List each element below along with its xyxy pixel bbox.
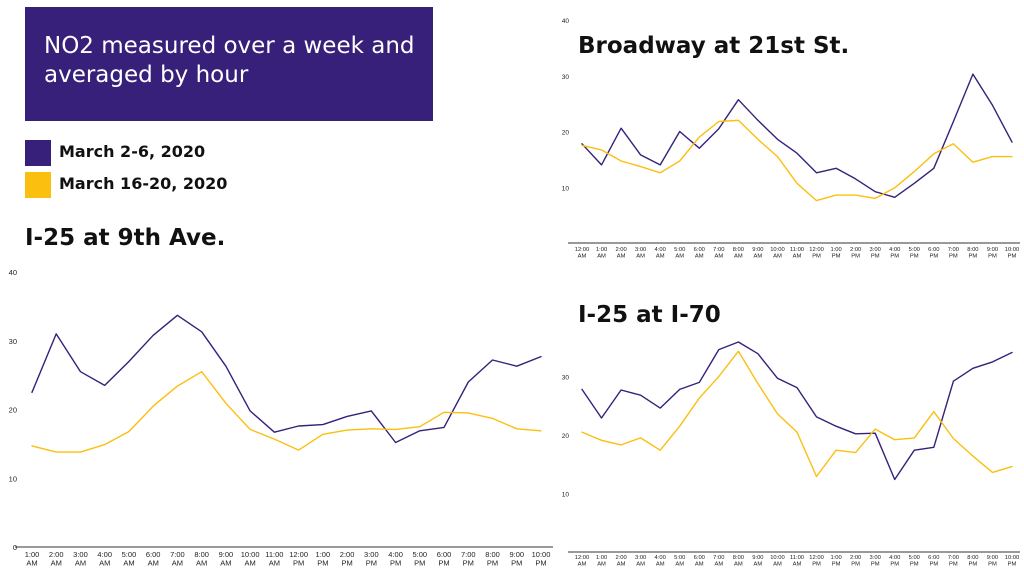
x-tick-label: 8:00 PM [967,555,978,568]
y-tick-label: 20 [562,130,570,137]
x-tick-label: 10:00 PM [1005,555,1020,568]
x-tick-label: 7:00 PM [948,247,959,260]
x-tick-label: 7:00 AM [170,550,185,568]
y-tick-label: 20 [9,406,17,415]
x-tick-label: 12:00 PM [809,555,824,568]
x-tick-label: 10:00 AM [241,550,260,568]
x-tick-label: 6:00 PM [437,550,452,568]
x-tick-label: 6:00 AM [694,247,705,260]
x-tick-label: 9:00 AM [752,555,763,568]
x-tick-label: 1:00 AM [596,247,607,260]
chart-title-broadway: Broadway at 21st St. [578,33,850,59]
x-tick-label: 7:00 AM [713,247,724,260]
y-tick-label: 40 [9,268,17,277]
x-tick-label: 1:00 AM [596,555,607,568]
series-line-march-16-20 [31,371,542,453]
y-tick-label: 10 [562,185,570,192]
x-tick-label: 10:00 AM [770,555,785,568]
x-tick-label: 9:00 AM [752,247,763,260]
x-tick-label: 8:00 AM [733,247,744,260]
series-line-march-2-6 [31,314,542,444]
x-tick-label: 3:00 AM [635,247,646,260]
x-tick-label: 1:00 PM [830,247,841,260]
y-tick-label: 30 [562,74,570,81]
x-tick-label: 1:00 PM [316,550,331,568]
y-tick-label: 20 [562,433,570,440]
x-tick-label: 4:00 AM [97,550,112,568]
x-tick-label: 9:00 AM [219,550,234,568]
x-tick-label: 6:00 PM [928,555,939,568]
page-title: NO2 measured over a week and averaged by… [44,33,415,88]
x-tick-label: 10:00 PM [532,550,551,568]
title-box [25,7,433,121]
x-tick-label: 1:00 PM [830,555,841,568]
x-tick-label: 10:00 AM [770,247,785,260]
chart-title-i25-i70: I-25 at I-70 [578,302,721,328]
series-line-march-2-6 [581,341,1013,481]
x-tick-label: 6:00 AM [146,550,161,568]
x-tick-label: 9:00 PM [987,555,998,568]
x-tick-label: 3:00 PM [870,247,881,260]
x-tick-label: 5:00 AM [674,247,685,260]
x-tick-label: 3:00 AM [635,555,646,568]
x-tick-label: 4:00 PM [889,555,900,568]
x-tick-label: 7:00 PM [948,555,959,568]
x-tick-label: 2:00 PM [850,555,861,568]
y-tick-label: 40 [562,18,570,25]
x-tick-label: 8:00 AM [194,550,209,568]
x-tick-label: 9:00 PM [509,550,524,568]
x-tick-label: 3:00 AM [73,550,88,568]
x-tick-label: 8:00 PM [967,247,978,260]
x-tick-label: 5:00 AM [122,550,137,568]
x-tick-label: 4:00 AM [655,555,666,568]
x-tick-label: 12:00 PM [289,550,308,568]
x-tick-label: 7:00 AM [713,555,724,568]
legend-label: March 16-20, 2020 [59,174,228,193]
x-tick-label: 9:00 PM [987,247,998,260]
x-tick-label: 8:00 AM [733,555,744,568]
x-tick-label: 12:00 PM [809,247,824,260]
x-tick-label: 10:00 PM [1005,247,1020,260]
legend-label: March 2-6, 2020 [59,142,206,161]
x-tick-label: 3:00 PM [364,550,379,568]
x-tick-label: 1:00 AM [25,550,40,568]
x-tick-label: 8:00 PM [485,550,500,568]
x-tick-label: 12:00 AM [575,247,590,260]
x-tick-label: 2:00 PM [340,550,355,568]
x-tick-label: 12:00 AM [575,555,590,568]
x-tick-label: 4:00 PM [889,247,900,260]
legend-swatch-purple [25,140,51,166]
x-tick-label: 2:00 AM [615,247,626,260]
series-line-march-16-20 [581,119,1013,202]
x-tick-label: 11:00 AM [790,555,804,568]
series-line-march-16-20 [581,350,1013,478]
legend-swatch-yellow [25,172,51,198]
y-tick-label: 10 [562,492,570,499]
series-line-march-2-6 [581,73,1013,199]
x-tick-label: 7:00 PM [461,550,476,568]
x-tick-label: 5:00 AM [674,555,685,568]
y-tick-label: 0 [13,543,17,552]
x-tick-label: 2:00 AM [49,550,64,568]
x-tick-label: 11:00 AM [265,550,283,568]
x-tick-label: 4:00 AM [655,247,666,260]
x-tick-label: 3:00 PM [870,555,881,568]
x-tick-label: 6:00 PM [928,247,939,260]
y-tick-label: 10 [9,474,17,483]
y-tick-label: 30 [562,375,570,382]
x-tick-label: 6:00 AM [694,555,705,568]
x-tick-label: 2:00 PM [850,247,861,260]
x-tick-label: 11:00 AM [790,247,804,260]
x-tick-label: 4:00 PM [388,550,403,568]
x-tick-label: 5:00 PM [909,555,920,568]
y-tick-label: 30 [9,337,17,346]
x-tick-label: 5:00 PM [909,247,920,260]
chart-title-i25-9th: I-25 at 9th Ave. [25,225,226,251]
x-tick-label: 2:00 AM [615,555,626,568]
x-tick-label: 5:00 PM [413,550,428,568]
